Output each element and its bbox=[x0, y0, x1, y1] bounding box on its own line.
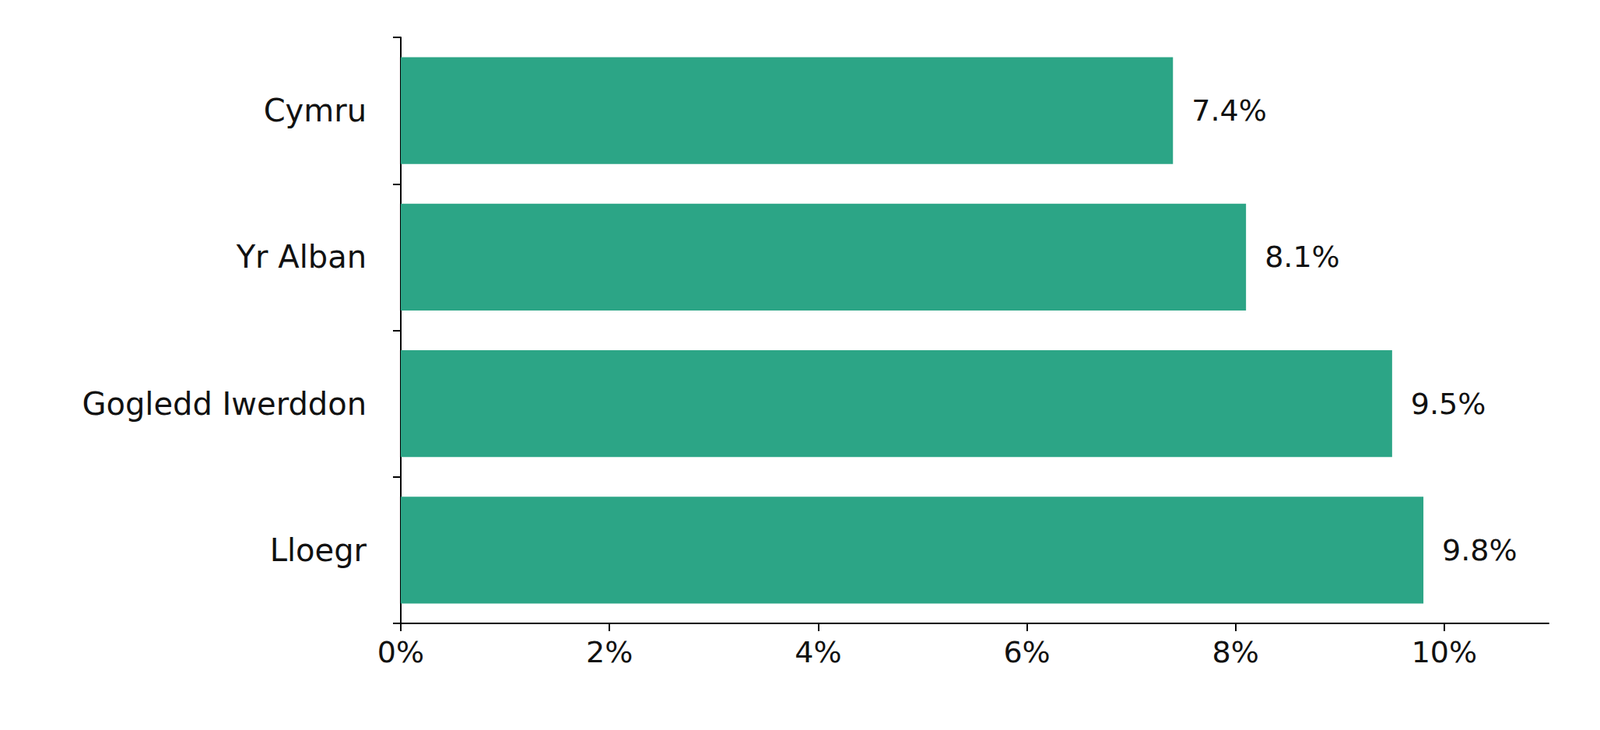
svg-text:8%: 8% bbox=[1212, 635, 1260, 670]
svg-text:6%: 6% bbox=[1003, 635, 1050, 670]
svg-text:9.8%: 9.8% bbox=[1442, 533, 1518, 568]
svg-text:0%: 0% bbox=[377, 635, 425, 670]
svg-text:9.5%: 9.5% bbox=[1410, 386, 1487, 422]
svg-text:Gogledd Iwerddon: Gogledd Iwerddon bbox=[81, 385, 367, 422]
svg-text:4%: 4% bbox=[794, 635, 842, 670]
svg-text:2%: 2% bbox=[585, 635, 633, 670]
svg-text:10%: 10% bbox=[1411, 635, 1478, 670]
svg-text:8.1%: 8.1% bbox=[1264, 239, 1341, 274]
svg-text:7.4%: 7.4% bbox=[1191, 93, 1267, 128]
svg-text:Lloegr: Lloegr bbox=[270, 532, 368, 569]
svg-text:Yr Alban: Yr Alban bbox=[235, 238, 367, 275]
svg-text:Cymru: Cymru bbox=[263, 92, 367, 129]
